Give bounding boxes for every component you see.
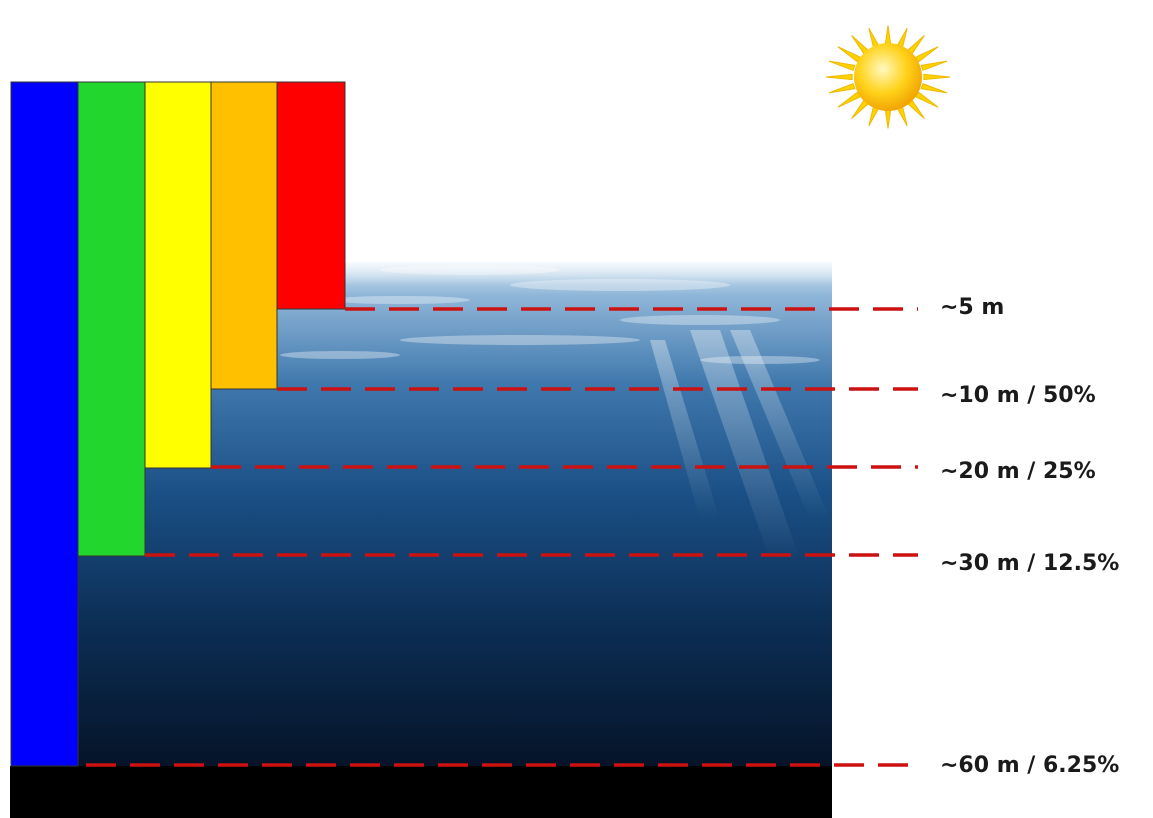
sun-ray [920, 83, 948, 94]
depth-label-20m: ~20 m / 25% [940, 459, 1096, 484]
depth-label-30m: ~30 m / 12.5% [940, 551, 1120, 576]
sun-icon [825, 25, 951, 129]
orange-band [210, 81, 278, 390]
sun-ray [914, 91, 939, 108]
color-bands [10, 81, 346, 767]
sun-ray [920, 60, 948, 71]
depth-lines [86, 307, 918, 767]
red-band [276, 81, 346, 310]
depth-label-5m: ~5 m [940, 295, 1005, 320]
seabed [10, 766, 832, 818]
water-body [10, 255, 832, 818]
depth-label-10m: ~10 m / 50% [940, 383, 1096, 408]
sun-ray [828, 60, 856, 71]
blue-band [10, 81, 79, 767]
green-band [77, 81, 146, 557]
yellow-band [144, 81, 212, 469]
sun-ray [837, 91, 862, 108]
sun-ray [923, 73, 951, 81]
sun-ray [828, 83, 856, 94]
sun-ray [837, 46, 862, 63]
sun-ray [914, 46, 939, 63]
sun-ray [825, 73, 853, 81]
depth-label-60m: ~60 m / 6.25% [940, 753, 1120, 778]
